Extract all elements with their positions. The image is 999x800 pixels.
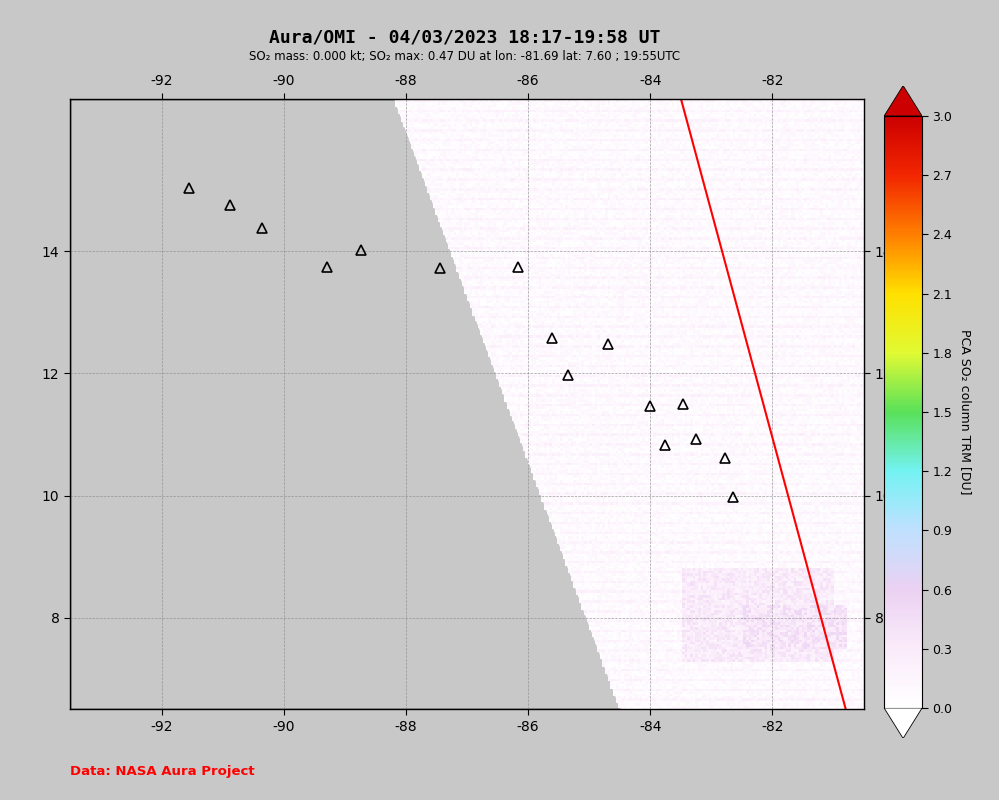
- Polygon shape: [884, 86, 922, 116]
- Polygon shape: [884, 708, 922, 738]
- Text: Aura/OMI - 04/03/2023 18:17-19:58 UT: Aura/OMI - 04/03/2023 18:17-19:58 UT: [269, 28, 660, 46]
- Polygon shape: [394, 98, 864, 710]
- Text: SO₂ mass: 0.000 kt; SO₂ max: 0.47 DU at lon: -81.69 lat: 7.60 ; 19:55UTC: SO₂ mass: 0.000 kt; SO₂ max: 0.47 DU at …: [249, 50, 680, 62]
- Y-axis label: PCA SO₂ column TRM [DU]: PCA SO₂ column TRM [DU]: [959, 330, 972, 494]
- Text: Data: NASA Aura Project: Data: NASA Aura Project: [70, 765, 255, 778]
